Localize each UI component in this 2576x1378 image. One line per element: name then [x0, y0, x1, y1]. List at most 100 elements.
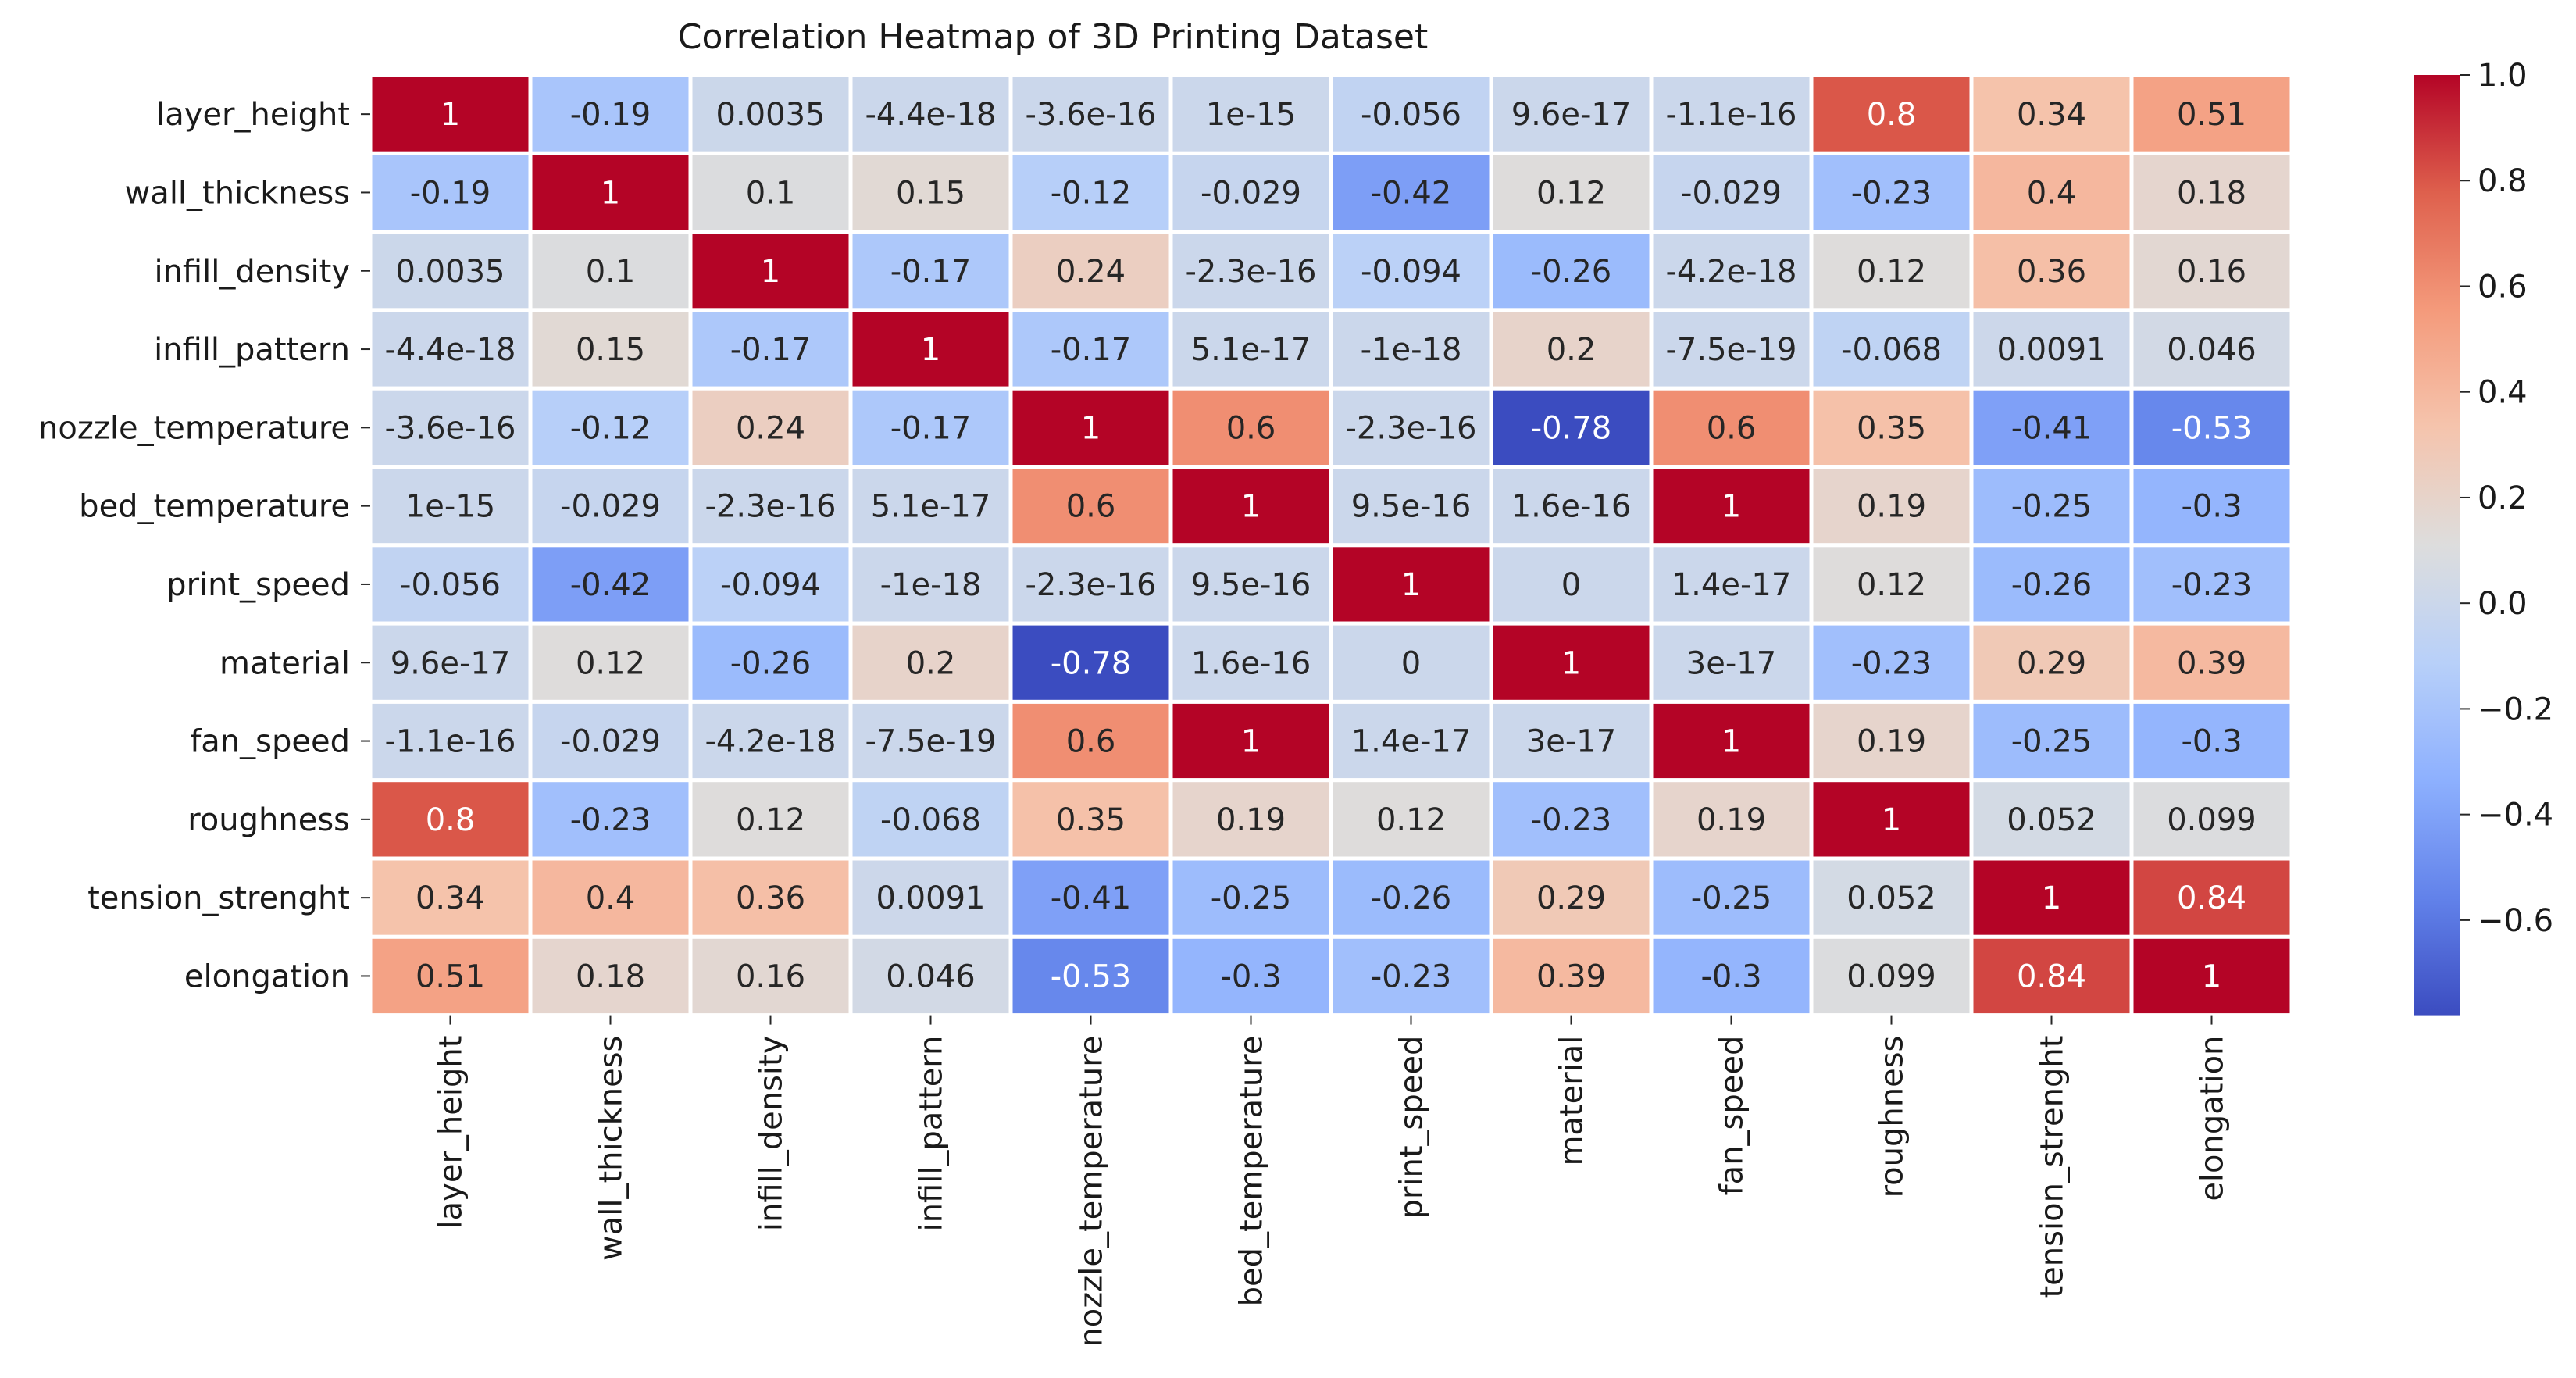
cell-value: 0.1 — [746, 175, 796, 211]
cell-value: -0.25 — [2011, 489, 2093, 525]
cell-value: -0.029 — [560, 489, 661, 525]
cell-value: -0.23 — [2171, 567, 2253, 603]
cell-value: 0.24 — [1056, 254, 1126, 290]
heatmap-cell — [1329, 151, 1493, 234]
cell-value: -1.1e-16 — [385, 724, 516, 760]
cell-value: 5.1e-17 — [1191, 332, 1311, 368]
column-label: infill_density — [754, 1036, 790, 1232]
cell-value: 1.6e-16 — [1511, 489, 1632, 525]
cell-value: -0.17 — [1051, 332, 1132, 368]
cell-value: 0.6 — [1066, 489, 1116, 525]
cell-value: 0.046 — [2167, 332, 2257, 368]
cell-value: 1 — [1721, 489, 1741, 525]
heatmap-cell — [2129, 699, 2294, 783]
cell-value: 1.4e-17 — [1351, 724, 1472, 760]
heatmap-cell — [1649, 465, 1814, 548]
colorbar-tick-label: 0.6 — [2478, 269, 2528, 305]
heatmap-cell — [2129, 465, 2294, 548]
heatmap-cell — [1809, 151, 1974, 234]
heatmap-cell — [1649, 856, 1814, 939]
column-label: nozzle_temperature — [1074, 1036, 1110, 1348]
cell-value: -7.5e-19 — [1666, 332, 1797, 368]
row-label: bed_temperature — [79, 489, 350, 525]
cell-value: 1 — [1561, 645, 1581, 681]
column-label: bed_temperature — [1234, 1036, 1270, 1307]
cell-value: 1 — [1241, 724, 1261, 760]
heatmap-cell — [1329, 778, 1493, 861]
heatmap-cell — [688, 230, 853, 312]
cell-value: 0.18 — [2177, 175, 2246, 211]
cell-value: 0.099 — [1846, 959, 1936, 994]
cell-value: 3e-17 — [1526, 724, 1616, 760]
cell-value: 9.5e-16 — [1191, 567, 1311, 603]
cell-value: 0.35 — [1056, 802, 1126, 838]
cell-value: -0.23 — [1851, 645, 1932, 681]
heatmap-cell — [368, 386, 533, 469]
cell-value: 1 — [1241, 489, 1261, 525]
heatmap-cell — [2129, 151, 2294, 234]
colorbar-tick-label: 1.0 — [2478, 58, 2528, 94]
cell-value: -0.42 — [570, 567, 651, 603]
cell-value: 0.18 — [576, 959, 645, 994]
heatmap-cell — [688, 386, 853, 469]
cell-value: -0.26 — [730, 645, 812, 681]
cell-value: -0.25 — [2011, 724, 2093, 760]
cell-value: 1.4e-17 — [1672, 567, 1792, 603]
heatmap-cell — [1809, 934, 1974, 1018]
cell-value: -4.2e-18 — [1666, 254, 1797, 290]
cell-value: -0.029 — [1201, 175, 1301, 211]
column-label: infill_pattern — [914, 1036, 950, 1232]
heatmap-cell — [1969, 386, 2134, 469]
cell-value: -0.23 — [570, 802, 651, 838]
cell-value: -0.41 — [2011, 410, 2093, 446]
cell-value: 1 — [2042, 880, 2061, 916]
heatmap-cell — [848, 621, 1013, 704]
heatmap-cell — [1649, 543, 1814, 626]
heatmap-cell — [1489, 699, 1654, 783]
row-label: layer_height — [156, 97, 350, 133]
cell-value: 5.1e-17 — [871, 489, 991, 525]
cell-value: 9.6e-17 — [391, 645, 511, 681]
cell-value: -2.3e-16 — [1186, 254, 1317, 290]
heatmap-cell — [368, 308, 533, 391]
cell-value: -0.3 — [2181, 724, 2242, 760]
heatmap-cell — [1168, 856, 1333, 939]
cell-value: 0.052 — [2007, 802, 2096, 838]
cell-annotations: 1 -0.19 0.0035 -4.4e-18 -3.6e-16 1e-15 -0.056 9… — [385, 97, 2257, 994]
row-label: nozzle_temperature — [38, 410, 350, 446]
heatmap-cell — [1168, 465, 1333, 548]
cell-value: -0.068 — [880, 802, 981, 838]
cell-value: 0.6 — [1066, 724, 1116, 760]
heatmap-cell — [688, 699, 853, 783]
cell-value: -0.3 — [1220, 959, 1281, 994]
cell-value: 0.6 — [1707, 410, 1757, 446]
cell-value: 0.19 — [1857, 724, 1926, 760]
cell-value: -0.056 — [1361, 97, 1461, 133]
heatmap-cell — [1008, 230, 1173, 312]
cell-value: -0.53 — [1051, 959, 1132, 994]
cell-value: 0.15 — [896, 175, 965, 211]
cell-value: 0.12 — [576, 645, 645, 681]
heatmap-cell — [1168, 308, 1333, 391]
cell-value: 0.12 — [1376, 802, 1446, 838]
heatmap-cell — [2129, 934, 2294, 1018]
cell-value: 0.0091 — [1997, 332, 2107, 368]
cell-value: 9.6e-17 — [1511, 97, 1632, 133]
cell-value: -1e-18 — [1361, 332, 1462, 368]
cell-value: 0.29 — [1536, 880, 1606, 916]
cell-value: -4.4e-18 — [385, 332, 516, 368]
cell-value: -0.12 — [570, 410, 651, 446]
heatmap-cell — [528, 778, 693, 861]
row-label: wall_thickness — [125, 175, 350, 211]
colorbar-tick-label: 0.4 — [2478, 375, 2528, 411]
cell-value: 0.39 — [2177, 645, 2246, 681]
cell-value: 0.51 — [2177, 97, 2246, 133]
cell-value: 0.16 — [736, 959, 805, 994]
heatmap-cell — [848, 151, 1013, 234]
cell-value: 0.12 — [1857, 567, 1926, 603]
cell-value: 0.4 — [2027, 175, 2077, 211]
heatmap-cell — [1008, 543, 1173, 626]
column-labels: layer_height wall_thickness infill_density… — [433, 1015, 2231, 1348]
cell-value: 0.29 — [2017, 645, 2086, 681]
